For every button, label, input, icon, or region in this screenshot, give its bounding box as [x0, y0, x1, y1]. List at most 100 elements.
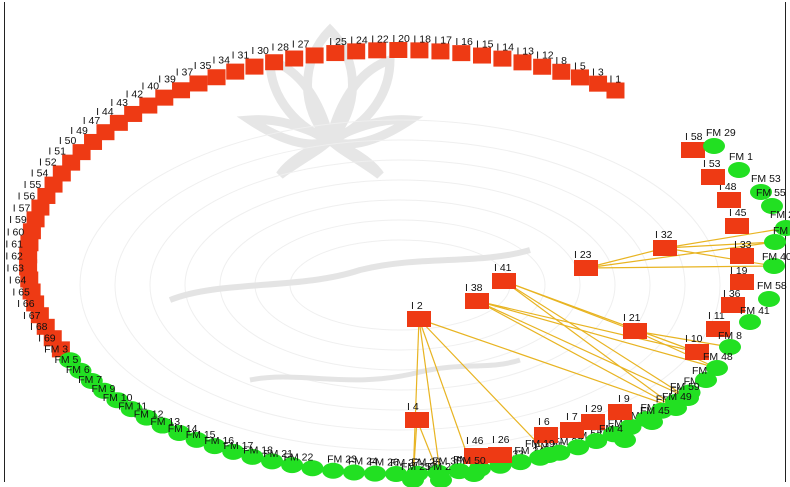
node-label: I 53: [703, 158, 721, 170]
edge-i-41-fm-59: [503, 280, 689, 399]
ring-node-i-31: I 31: [232, 50, 264, 75]
ring-node-fm-23: FM 23: [322, 454, 357, 479]
edge-i-2-fm-49: [418, 318, 677, 409]
ring-node-i-22: I 22: [368, 33, 389, 59]
node-label: I 45: [729, 207, 747, 219]
ring-node-i-65: I 65: [12, 286, 45, 312]
node-label: FM 53: [751, 173, 781, 185]
ring-node-fm-17: FM 17: [224, 440, 264, 465]
ring-node-i-12: I 12: [533, 50, 554, 75]
node-label: I 7: [566, 411, 578, 423]
ring-node-label: FM 10: [103, 392, 133, 404]
node-i-9: I 9: [608, 393, 632, 420]
ring-node-i-3: I 3: [589, 67, 608, 92]
ring-node-label: I 60: [7, 226, 25, 238]
ring-node-label: I 20: [392, 33, 410, 45]
edge-i-41-i-10: [503, 280, 698, 353]
ring-node-i-40: I 40: [142, 81, 174, 106]
ring-node-label: I 43: [110, 97, 128, 109]
ring-node-label: I 40: [142, 81, 160, 93]
ring-node-label: FM 13: [150, 416, 180, 428]
node-i-46: I 46: [464, 435, 488, 464]
ring-node-i-20: I 20: [389, 33, 410, 59]
node-label: FM 25: [401, 461, 431, 473]
node-i-4: I 4: [405, 401, 429, 428]
ring-node-label: I 30: [251, 45, 269, 57]
ring-node-label: FM 11: [118, 401, 147, 413]
node-fm-2: FM 2: [427, 461, 452, 487]
ring-node-fm-16: FM 16: [204, 435, 245, 460]
ring-node-label: FM 5: [54, 354, 78, 366]
node-label: FM 4: [599, 423, 623, 435]
node-label: I 19: [730, 265, 748, 277]
ring-node-i-1: I 1: [606, 73, 625, 99]
node-i-41: I 41: [492, 262, 516, 289]
ring-node-fm-26: FM 26: [364, 457, 399, 482]
ring-node-fm-21: FM 21: [263, 448, 304, 474]
ring-node-i-28: I 28: [271, 42, 304, 67]
ring-node-i-30: I 30: [251, 45, 284, 71]
node-i-29: I 29: [581, 403, 605, 430]
ring-node-label: I 14: [496, 42, 514, 54]
node-label: FM: [692, 365, 707, 377]
ring-node-i-63: I 63: [7, 262, 39, 288]
ring-node-label: I 63: [7, 262, 25, 274]
node-label: FM 41: [740, 305, 770, 317]
node-label: I 11: [708, 310, 725, 322]
edge-i-32-fm-40: [664, 247, 775, 267]
ring-node-label: FM 17: [224, 440, 254, 452]
ring-node-label: I 12: [536, 50, 554, 62]
ring-node-i-61: I 61: [5, 238, 38, 264]
ring-node-fm-27: FM 27: [385, 457, 420, 482]
ring-node-label: I 22: [371, 33, 389, 45]
ring-node-label: FM 14: [168, 423, 198, 435]
ring-node-label: I 16: [455, 36, 473, 48]
ring-node-i-34: I 34: [212, 55, 245, 80]
edge-i-32-fm-44: [664, 241, 776, 249]
ring-node-fm-14: FM 14: [168, 423, 208, 448]
ring-node-label: I 13: [516, 45, 534, 57]
node-i-6: I 6: [534, 416, 558, 443]
node-fm-29: FM 29: [703, 127, 736, 154]
node-fm-49: FM 49: [662, 391, 692, 416]
ring-node-label: FM 18: [243, 444, 273, 456]
node-label: FM 59: [670, 381, 700, 393]
node-label: FM 58: [757, 280, 787, 292]
ring-node-i-59: I 59: [9, 214, 41, 240]
ring-node-label: FM 12: [134, 409, 164, 421]
node-label: FM 50: [456, 455, 486, 467]
node-fm: FM: [692, 365, 717, 388]
ring-node-label: I 69: [38, 332, 56, 344]
edge-i-2-fm-19: [418, 318, 550, 456]
node-i-48: I 48: [717, 181, 741, 208]
ring-node-label: I 24: [350, 34, 368, 46]
ring-node-label: I 18: [413, 33, 431, 45]
node-i-23: I 23: [574, 249, 598, 276]
node-label: FM 45: [640, 405, 670, 417]
ring-node-i-8: I 8: [552, 55, 571, 80]
ring-node-label: I 62: [5, 250, 23, 262]
ring-node-label: I 66: [17, 298, 35, 310]
ring-node-fm-13: FM 13: [150, 416, 191, 441]
ring-node-label: I 61: [5, 238, 23, 250]
edge-i-38-fm-49: [476, 300, 677, 409]
ring-node-i-43: I 43: [110, 97, 143, 122]
node-i-19: I 19: [730, 265, 754, 290]
node-label: I 58: [685, 131, 703, 143]
ring-node-i-24: I 24: [347, 34, 368, 60]
node-fm-25: FM 25: [401, 461, 431, 487]
node-label: FM 8: [718, 330, 742, 342]
ring-node-label: I 55: [24, 179, 42, 191]
edge-i-21-fm-48: [634, 330, 718, 369]
ring-node-label: FM 15: [186, 429, 216, 441]
node-i-21: I 21: [623, 312, 647, 339]
node-i-36: I 36: [721, 288, 745, 313]
edge-i-23-i-32: [585, 247, 666, 269]
ring-node-label: I 64: [9, 275, 27, 287]
node-label: I 2: [411, 300, 423, 312]
watermark-logo: [79, 23, 721, 451]
node-label: I 6: [538, 416, 550, 428]
ring-node-label: FM 26: [369, 457, 399, 469]
node-fm-44: FM 44: [764, 225, 790, 250]
node-label: I 10: [685, 333, 703, 345]
